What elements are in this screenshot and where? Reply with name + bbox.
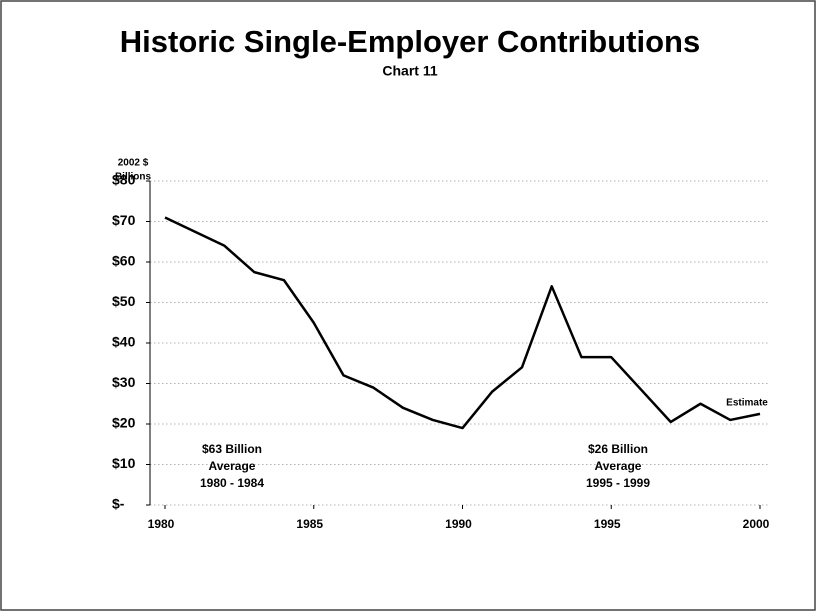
annotation: 1980 - 1984 xyxy=(200,476,264,490)
x-tick-label: 2000 xyxy=(743,517,770,531)
y-axis-label: 2002 $ xyxy=(118,158,149,169)
annotation: Average xyxy=(209,459,256,473)
y-tick-label: $80 xyxy=(112,172,136,188)
y-axis-label: Billions xyxy=(115,172,152,183)
annotation: Average xyxy=(595,459,642,473)
annotation: Estimate xyxy=(726,398,768,409)
annotation: 1995 - 1999 xyxy=(586,476,650,490)
y-tick-label: $30 xyxy=(112,374,136,390)
x-tick-label: 1985 xyxy=(296,517,323,531)
y-tick-label: $- xyxy=(112,496,125,512)
y-tick-label: $50 xyxy=(112,293,136,309)
x-tick-label: 1995 xyxy=(594,517,621,531)
data-line xyxy=(164,216,761,430)
x-tick-label: 1980 xyxy=(148,517,175,531)
annotation: $26 Billion xyxy=(588,442,648,456)
chart-title: Historic Single-Employer Contributions xyxy=(120,24,700,59)
y-tick-label: $20 xyxy=(112,415,136,431)
x-tick-label: 1990 xyxy=(445,517,472,531)
y-tick-label: $60 xyxy=(112,253,136,269)
y-tick-label: $70 xyxy=(112,212,136,228)
y-tick-label: $10 xyxy=(112,455,136,471)
y-tick-label: $40 xyxy=(112,334,136,350)
chart-subtitle: Chart 11 xyxy=(382,63,437,79)
annotation: $63 Billion xyxy=(202,442,262,456)
